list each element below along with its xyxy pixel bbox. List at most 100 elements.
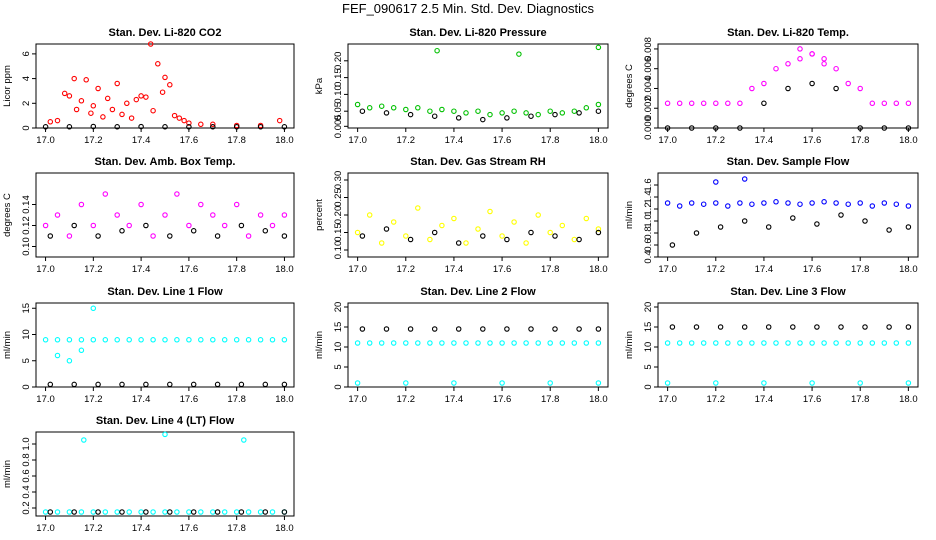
y-tick-label: 0.30 [333,171,344,190]
data-point [439,222,445,229]
data-point [126,337,132,343]
y-tick-label: 5 [21,358,32,363]
data-point [233,337,240,343]
x-tick-label: 17.6 [180,135,199,146]
data-point [155,61,161,67]
x-tick-label: 17.2 [707,135,726,146]
y-tick-label: 0.004 [643,77,654,101]
data-point [54,117,61,124]
chart-title: Stan. Dev. Line 3 Flow [730,286,846,298]
data-point [354,340,361,346]
page-title: FEF_090617 2.5 Min. Std. Dev. Diagnostic… [342,1,594,16]
chart-title: Stan. Dev. Sample Flow [727,156,850,168]
data-point [761,100,767,107]
x-tick-label: 17.8 [541,135,560,146]
data-point [552,111,558,118]
y-tick-label: 2 [21,101,32,106]
x-tick-label: 18.0 [899,264,918,275]
data-point [162,124,168,130]
y-axis-label: ml/min [624,331,635,359]
data-point [186,120,192,126]
data-point [47,509,54,515]
data-point [138,201,144,208]
chart-title: Stan. Dev. Gas Stream RH [410,156,546,168]
data-point [78,337,85,343]
data-point [700,100,707,107]
data-point [693,230,700,236]
data-point [595,108,602,114]
y-tick-label: 6 [21,51,32,56]
data-point [54,212,61,218]
data-point [210,124,216,130]
data-point [547,340,553,346]
data-point [713,200,719,206]
data-point [504,326,510,332]
data-point [167,509,173,515]
data-point [262,509,269,515]
data-point [119,509,125,515]
data-point [797,201,803,207]
data-point [790,215,796,221]
data-point [83,77,89,83]
data-point [162,212,168,218]
data-point [276,117,283,124]
data-point [523,240,529,246]
data-point [366,212,373,218]
x-tick-label: 17.8 [851,264,870,275]
chart-title: Stan. Dev. Line 2 Flow [420,286,536,298]
y-tick-label: 0.05 [333,102,344,121]
y-tick-label: 0.14 [21,195,32,214]
data-point [905,203,912,209]
data-point [238,381,245,388]
plot-frame [657,172,919,258]
data-point [688,100,695,107]
data-point [427,340,433,346]
y-tick-label: 0.25 [333,188,344,207]
data-point [595,340,602,346]
y-tick-label: 0.6 [643,238,654,251]
data-point [214,233,221,239]
data-point [688,340,695,346]
data-point [773,340,779,346]
data-point [90,509,97,515]
y-tick-label: 0.15 [333,68,344,87]
y-tick-label: 0 [643,384,654,389]
data-point [676,100,683,107]
x-tick-label: 17.0 [36,523,55,534]
data-point [403,106,409,113]
data-point [359,326,366,332]
y-tick-label: 0.10 [21,237,32,256]
data-point [109,106,116,113]
data-point [262,381,269,388]
data-point [905,125,912,131]
y-axis-label: ml/min [624,201,635,229]
data-point [821,340,827,346]
data-point [66,509,73,515]
data-point [499,380,505,386]
data-point [407,236,414,243]
data-point [66,358,73,364]
y-tick-label: 0.002 [643,96,654,120]
chart-panel-line2: Stan. Dev. Line 2 Flow 17.0 17.2 17.4 17.6 17… [314,286,609,405]
data-point [102,509,109,515]
data-point [893,100,900,107]
x-tick-label: 17.6 [180,264,199,275]
data-point [78,201,85,208]
data-point [688,200,695,206]
data-point [451,340,457,346]
data-point [78,98,85,104]
data-point [713,380,719,386]
data-point [162,337,168,343]
data-point [81,437,87,443]
x-tick-label: 17.2 [84,523,103,534]
x-tick-label: 17.6 [803,394,822,405]
data-point [664,380,671,386]
y-tick-label: 10 [333,342,344,353]
data-point [245,509,252,515]
data-point [366,105,373,111]
x-tick-label: 17.6 [180,394,199,405]
chart-title: Stan. Dev. Li-820 Temp. [727,27,849,39]
y-tick-label: 0.12 [21,216,32,235]
data-point [138,509,144,515]
data-point [427,108,433,114]
